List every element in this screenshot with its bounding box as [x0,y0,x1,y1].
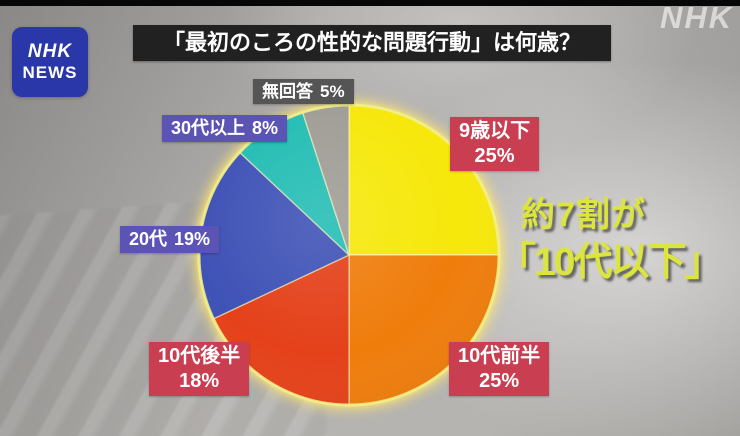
label-pct: 19% [174,229,211,249]
pie-shine-overlay [199,105,499,405]
nhk-news-logo: NHK NEWS [12,27,88,97]
pie-label-20s: 20代 19% [120,226,220,253]
logo-text-news: NEWS [22,63,78,82]
label-pct: 25% [479,370,520,392]
pie-label-teens-late: 10代後半 18% [149,342,250,396]
label-pct: 5% [320,82,345,101]
headline-title-bar: 「最初のころの性的な問題行動」は何歳？ [133,25,611,61]
nhk-watermark: NHK [660,0,734,35]
pie-chart-container [184,90,514,420]
label-pct: 25% [474,145,515,167]
pie-label-no-answer: 無回答 5% [253,79,354,104]
label-text: 無回答 [262,82,313,101]
pie-label-teens-early: 10代前半 25% [449,342,550,396]
label-text: 20代 [129,229,168,249]
pie-label-under9: 9歳以下 25% [450,117,540,171]
pie-chart [197,103,501,407]
top-black-bar [0,0,740,6]
logo-text-nhk: NHK [27,41,73,62]
label-text: 30代以上 [171,118,246,138]
label-text: 10代後半 [158,345,241,367]
label-pct: 18% [179,370,220,392]
pie-rim-glow [197,103,501,407]
label-text: 10代前半 [458,345,541,367]
annotation-line1: 約7割が [521,196,646,234]
annotation-line2: 「10代以下」 [497,241,723,284]
key-takeaway-annotation: 約7割が 「10代以下」 [497,193,723,289]
label-text: 9歳以下 [459,120,531,142]
pie-label-30plus: 30代以上 8% [162,115,288,142]
label-pct: 8% [252,118,279,138]
